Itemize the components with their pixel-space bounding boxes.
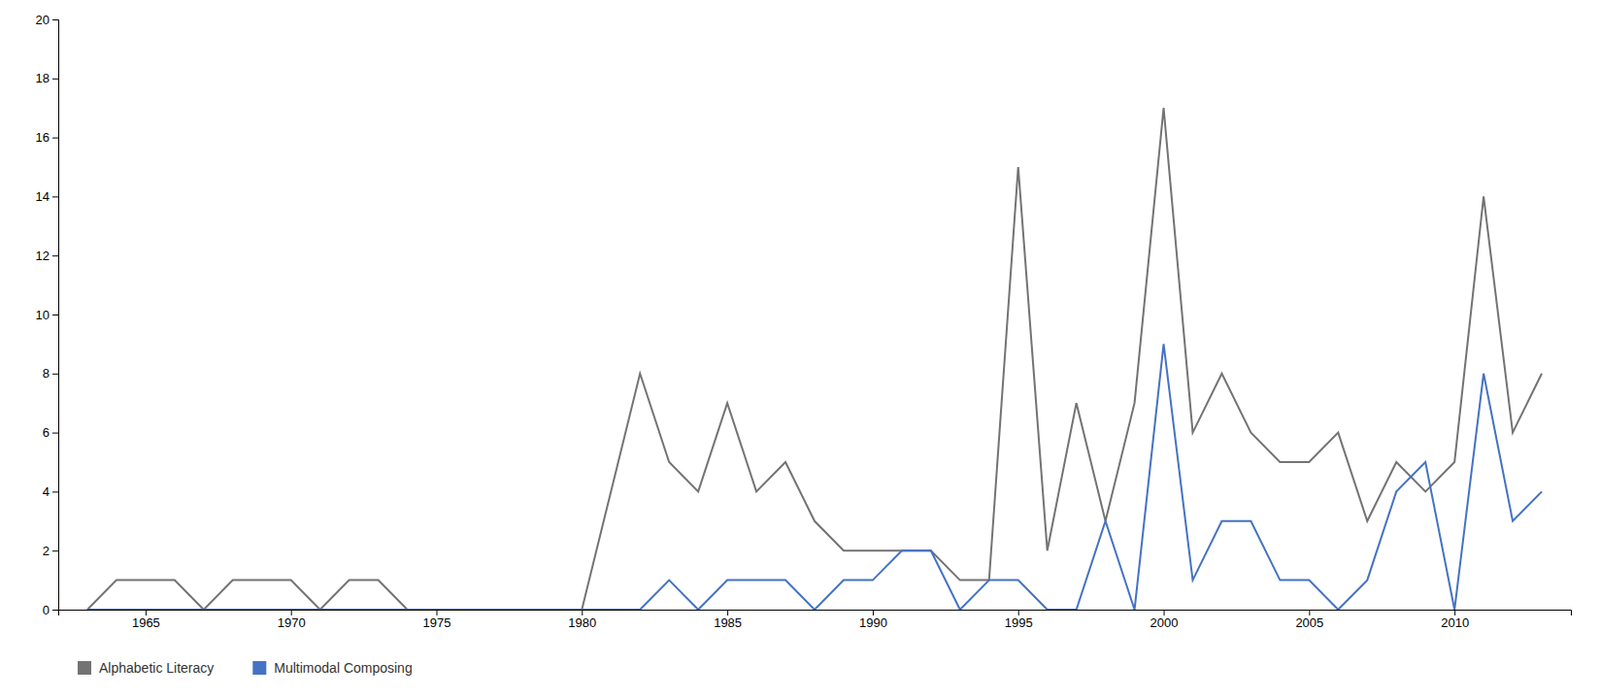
series-line [87,107,1542,610]
y-tick-mark [52,19,59,21]
x-tick-label: 2010 [1440,615,1469,631]
y-tick: 0 [42,602,59,618]
y-tick-label: 18 [35,70,50,86]
x-tick-label: 1970 [277,615,306,631]
x-tick-mark [581,609,583,616]
y-tick-label: 16 [35,130,50,145]
x-tick-mark [727,609,729,616]
y-tick-label: 10 [35,307,50,323]
y-tick-label: 20 [35,12,50,28]
y-tick-label: 0 [42,602,50,618]
y-tick-mark [52,491,59,493]
legend-swatch [252,661,267,675]
x-tick-mark [291,609,293,616]
plot: 1965197019751980198519901995200020052010… [35,12,1572,632]
x-axis: 1965 1970 1975 1980 1985 1990 1995 2000 2005 2010 [59,609,1572,631]
legend: Alphabetic Literacy Multimodal Composing [77,660,413,676]
x-axis-line [59,610,1572,617]
legend-item: Alphabetic Literacy [77,660,214,676]
x-tick-label: 2005 [1295,615,1324,631]
x-tick-mark [1018,609,1020,616]
y-tick-mark [52,255,59,257]
x-tick-label: 2000 [1150,615,1179,631]
y-tick: 8 [42,366,59,381]
legend-label: Multimodal Composing [273,660,412,676]
x-tick-label: 1975 [423,615,452,631]
x-tick-label: 1965 [132,615,161,631]
y-tick-label: 6 [42,425,50,440]
x-tick: 1985 [713,609,742,631]
y-axis: 0 2 4 6 8 10 12 14 16 18 20 [35,12,60,618]
y-tick-mark [52,373,59,375]
lines [87,107,1542,610]
y-tick-mark [52,78,59,80]
y-tick: 10 [35,307,59,323]
y-tick: 16 [35,130,59,145]
y-tick-mark [52,196,59,198]
legend-item: Multimodal Composing [252,660,412,676]
y-tick: 12 [35,248,59,264]
x-tick-mark [1454,609,1456,616]
x-tick-label: 1995 [1004,615,1034,631]
x-tick: 1975 [423,609,452,631]
x-tick: 1980 [567,609,597,631]
x-tick-mark [1164,609,1166,616]
y-axis-line [52,20,60,611]
x-tick: 2000 [1150,609,1179,631]
y-tick-mark [52,137,59,139]
y-tick: 14 [35,189,59,204]
x-tick: 2010 [1440,609,1469,631]
y-tick-mark [52,314,59,316]
x-tick: 2005 [1295,609,1324,631]
x-tick-label: 1990 [859,615,888,631]
x-tick: 1970 [277,609,306,631]
y-tick-label: 14 [35,189,50,204]
y-tick: 20 [35,12,59,28]
x-tick-mark [1308,609,1310,616]
x-tick-mark [872,609,874,616]
y-tick: 6 [42,425,59,440]
x-tick-mark [436,609,438,616]
y-tick: 18 [35,70,59,86]
y-tick: 4 [42,484,59,500]
y-tick-label: 4 [42,484,50,500]
y-tick-label: 2 [42,543,50,559]
y-tick-label: 12 [35,248,50,264]
x-tick-label: 1985 [713,615,742,631]
chart: 1965197019751980198519901995200020052010… [0,0,1600,697]
y-tick-mark [52,433,59,434]
x-tick: 1995 [1004,609,1034,631]
x-tick-label: 1980 [567,615,597,631]
x-tick-mark [145,609,147,616]
y-tick-label: 8 [42,366,50,381]
series-line [87,343,1542,610]
y-tick-mark [52,550,59,552]
y-tick: 2 [42,543,59,559]
legend-label: Alphabetic Literacy [99,660,214,676]
y-tick-mark [52,609,59,611]
x-tick: 1990 [859,609,888,631]
legend-swatch [77,661,92,675]
x-tick: 1965 [132,609,161,631]
